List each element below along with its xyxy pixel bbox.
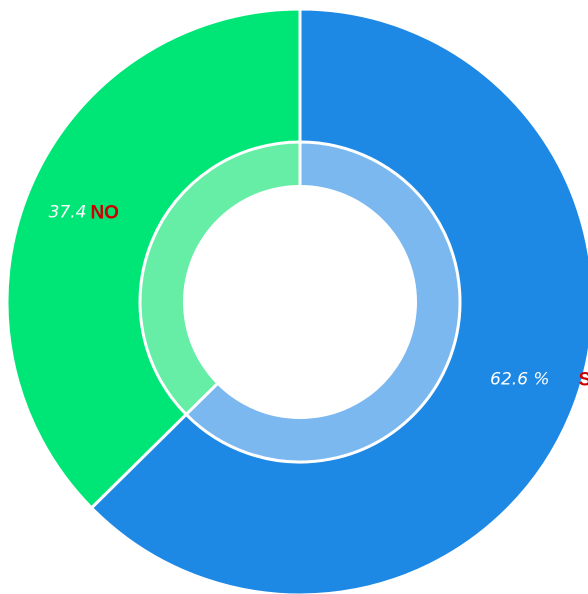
category-label-no: NO — [90, 202, 119, 223]
data-label-si: 62.6 % — [490, 369, 549, 389]
category-label-si: SI — [579, 369, 588, 390]
donut-hole — [183, 185, 417, 419]
data-label-no: 37.4 — [49, 202, 87, 222]
